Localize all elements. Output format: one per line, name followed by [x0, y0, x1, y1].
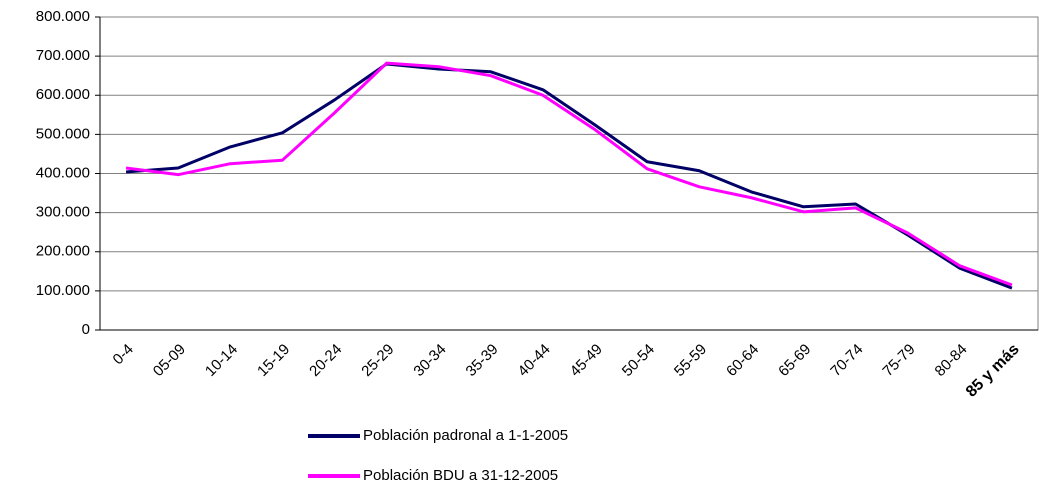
x-tick-label: 65-69	[775, 341, 814, 380]
x-tick-label: 05-09	[150, 341, 189, 380]
x-tick-label: 60-64	[723, 341, 762, 380]
x-tick-label: 45-49	[567, 341, 606, 380]
series-line	[125, 61, 1013, 287]
y-tick-label: 800.000	[36, 8, 90, 25]
y-tick-label: 600.000	[36, 86, 90, 103]
x-tick-label: 55-59	[671, 341, 710, 380]
y-tick-label: 200.000	[36, 243, 90, 260]
y-tick-label: 300.000	[36, 204, 90, 221]
x-tick-label: 15-19	[254, 341, 293, 380]
y-tick-label: 700.000	[36, 47, 90, 64]
x-tick-label: 30-34	[410, 341, 449, 380]
x-tick-label: 70-74	[827, 341, 866, 380]
x-tick-label: 25-29	[358, 341, 397, 380]
x-tick-label: 35-39	[463, 341, 502, 380]
x-tick-label: 0-4	[110, 341, 137, 368]
x-tick-label: 20-24	[306, 341, 345, 380]
series-line	[125, 62, 1013, 290]
y-tick-label: 400.000	[36, 164, 90, 181]
x-tick-label: 50-54	[619, 341, 658, 380]
y-tick-label: 500.000	[36, 125, 90, 142]
legend-label: Población padronal a 1-1-2005	[363, 427, 568, 444]
y-tick-label: 100.000	[36, 282, 90, 299]
x-tick-label: 75-79	[879, 341, 918, 380]
legend-label: Población BDU a 31-12-2005	[363, 467, 558, 484]
x-tick-label: 40-44	[515, 341, 554, 380]
y-tick-label: 0	[82, 321, 90, 338]
x-tick-label: 85 y más	[963, 341, 1023, 401]
x-tick-label: 10-14	[202, 341, 241, 380]
x-tick-label: 80-84	[932, 341, 971, 380]
